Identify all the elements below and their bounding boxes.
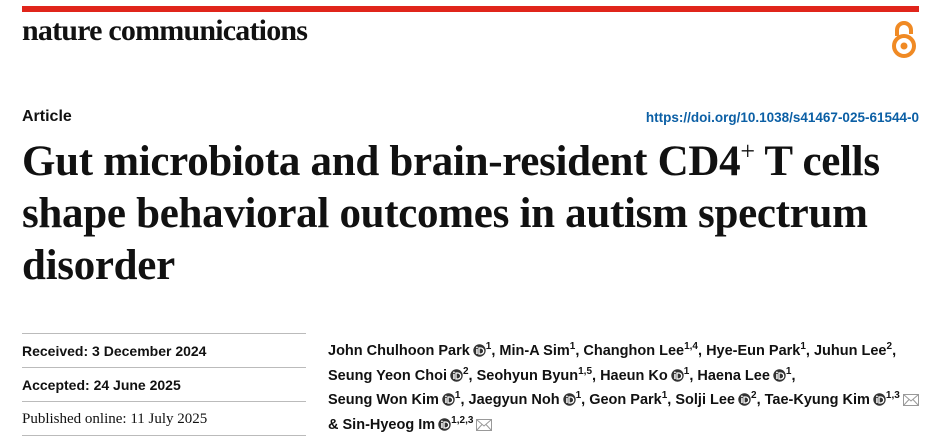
orcid-icon [873,391,886,414]
separator: , [581,392,586,408]
affiliation: 1 [485,341,492,353]
author: Haeun Ko 1, [600,365,694,384]
article-type: Article [22,108,72,125]
affiliation: 2 [751,390,757,402]
author: Min-A Sim1, [499,341,580,359]
affiliation: 1,5 [578,365,593,377]
header-bar [22,6,919,12]
orcid-icon [671,367,684,390]
author: John Chulhoon Park 1, [328,341,496,359]
author: Jaegyun Noh 1, [468,390,586,408]
orcid-icon [738,391,751,414]
author-list: John Chulhoon Park 1, Min-A Sim1, Changho… [328,340,923,438]
date-row: Accepted: 24 June 2025 [22,367,306,401]
affiliation: 1 [785,365,792,377]
separator: , [667,392,672,408]
separator: , [698,343,703,359]
affiliation: 1,4 [684,341,698,353]
author-name: Min-A Sim [499,343,570,359]
separator: , [468,367,473,384]
author: Seung Yeon Choi 2, [328,365,473,384]
author-name: Jaegyun Noh [468,392,560,408]
open-access-icon [892,21,916,58]
author-name: Haena Lee [697,367,770,384]
author: Geon Park1, [589,390,672,408]
separator: , [689,367,694,384]
date-row: Published online: 11 July 2025 [22,401,306,436]
email-icon [476,416,493,439]
author: Hye-Eun Park1, [706,341,810,359]
date-label: Published online: [22,411,127,427]
affiliation: 1 [683,365,690,377]
date-value: 24 June 2025 [93,377,181,393]
separator: , [756,392,761,408]
author-name: Solji Lee [675,392,735,408]
date-label: Received: [22,343,89,359]
author-name: Haeun Ko [600,367,668,384]
author: Juhun Lee2, [813,341,897,359]
author-name: Hye-Eun Park [706,343,801,359]
separator: , [791,367,796,384]
dates: Received: 3 December 2024 Accepted: 24 Ju… [22,333,306,436]
author-name: Sin-Hyeog Im [342,416,436,433]
affiliation: 1 [661,390,668,402]
author: Sin-Hyeog Im 1,2,3 [342,414,493,433]
doi-link[interactable]: https://doi.org/10.1038/s41467-025-61544… [645,110,919,125]
author: Seohyun Byun1,5, [476,365,597,384]
date-value: 3 December 2024 [92,343,207,359]
separator: , [575,343,580,359]
orcid-icon [442,391,455,414]
affiliation: 1 [454,390,461,402]
author: Seung Won Kim 1, [328,390,465,408]
separator: & [328,416,339,433]
author-name: Seung Yeon Choi [328,367,447,384]
affiliation: 2 [886,341,893,353]
author-name: Juhun Lee [813,343,887,359]
orcid-icon [773,367,786,390]
journal-name: nature communications [22,14,308,47]
affiliation: 2 [462,365,469,377]
affiliation: 1 [575,390,582,402]
separator: , [892,343,897,359]
title-text: T cells shape behavioral outcomes in aut… [22,138,880,289]
author: Changhon Lee1,4, [583,341,703,359]
author: Solji Lee 2, [675,390,761,408]
author-name: Geon Park [589,392,662,408]
date-label: Accepted: [22,377,90,393]
separator: , [592,367,597,384]
email-icon [902,391,919,414]
orcid-icon [450,367,463,390]
affiliation: 1 [800,341,806,353]
separator: , [491,343,496,359]
affiliation: 1,2,3 [451,414,474,426]
author-name: Seung Won Kim [328,392,439,408]
author-name: Seohyun Byun [476,367,579,384]
author-name: John Chulhoon Park [328,343,470,359]
date-row: Received: 3 December 2024 [22,333,306,367]
separator: , [805,343,810,359]
title-text: Gut microbiota and brain-resident CD4 [22,138,741,185]
article-title: Gut microbiota and brain-resident CD4+ T… [22,136,902,292]
author: Haena Lee 1, [697,365,796,384]
affiliation: 1,3 [885,390,900,402]
author: Tae-Kyung Kim 1,3 [764,390,919,408]
author-name: Changhon Lee [583,343,685,359]
orcid-icon [438,416,451,439]
orcid-icon [473,342,486,365]
date-value: 11 July 2025 [130,411,208,427]
affiliation: 1 [569,341,576,353]
title-superscript: + [740,136,755,166]
separator: , [460,392,465,408]
author-name: Tae-Kyung Kim [764,392,870,408]
orcid-icon [562,391,576,414]
